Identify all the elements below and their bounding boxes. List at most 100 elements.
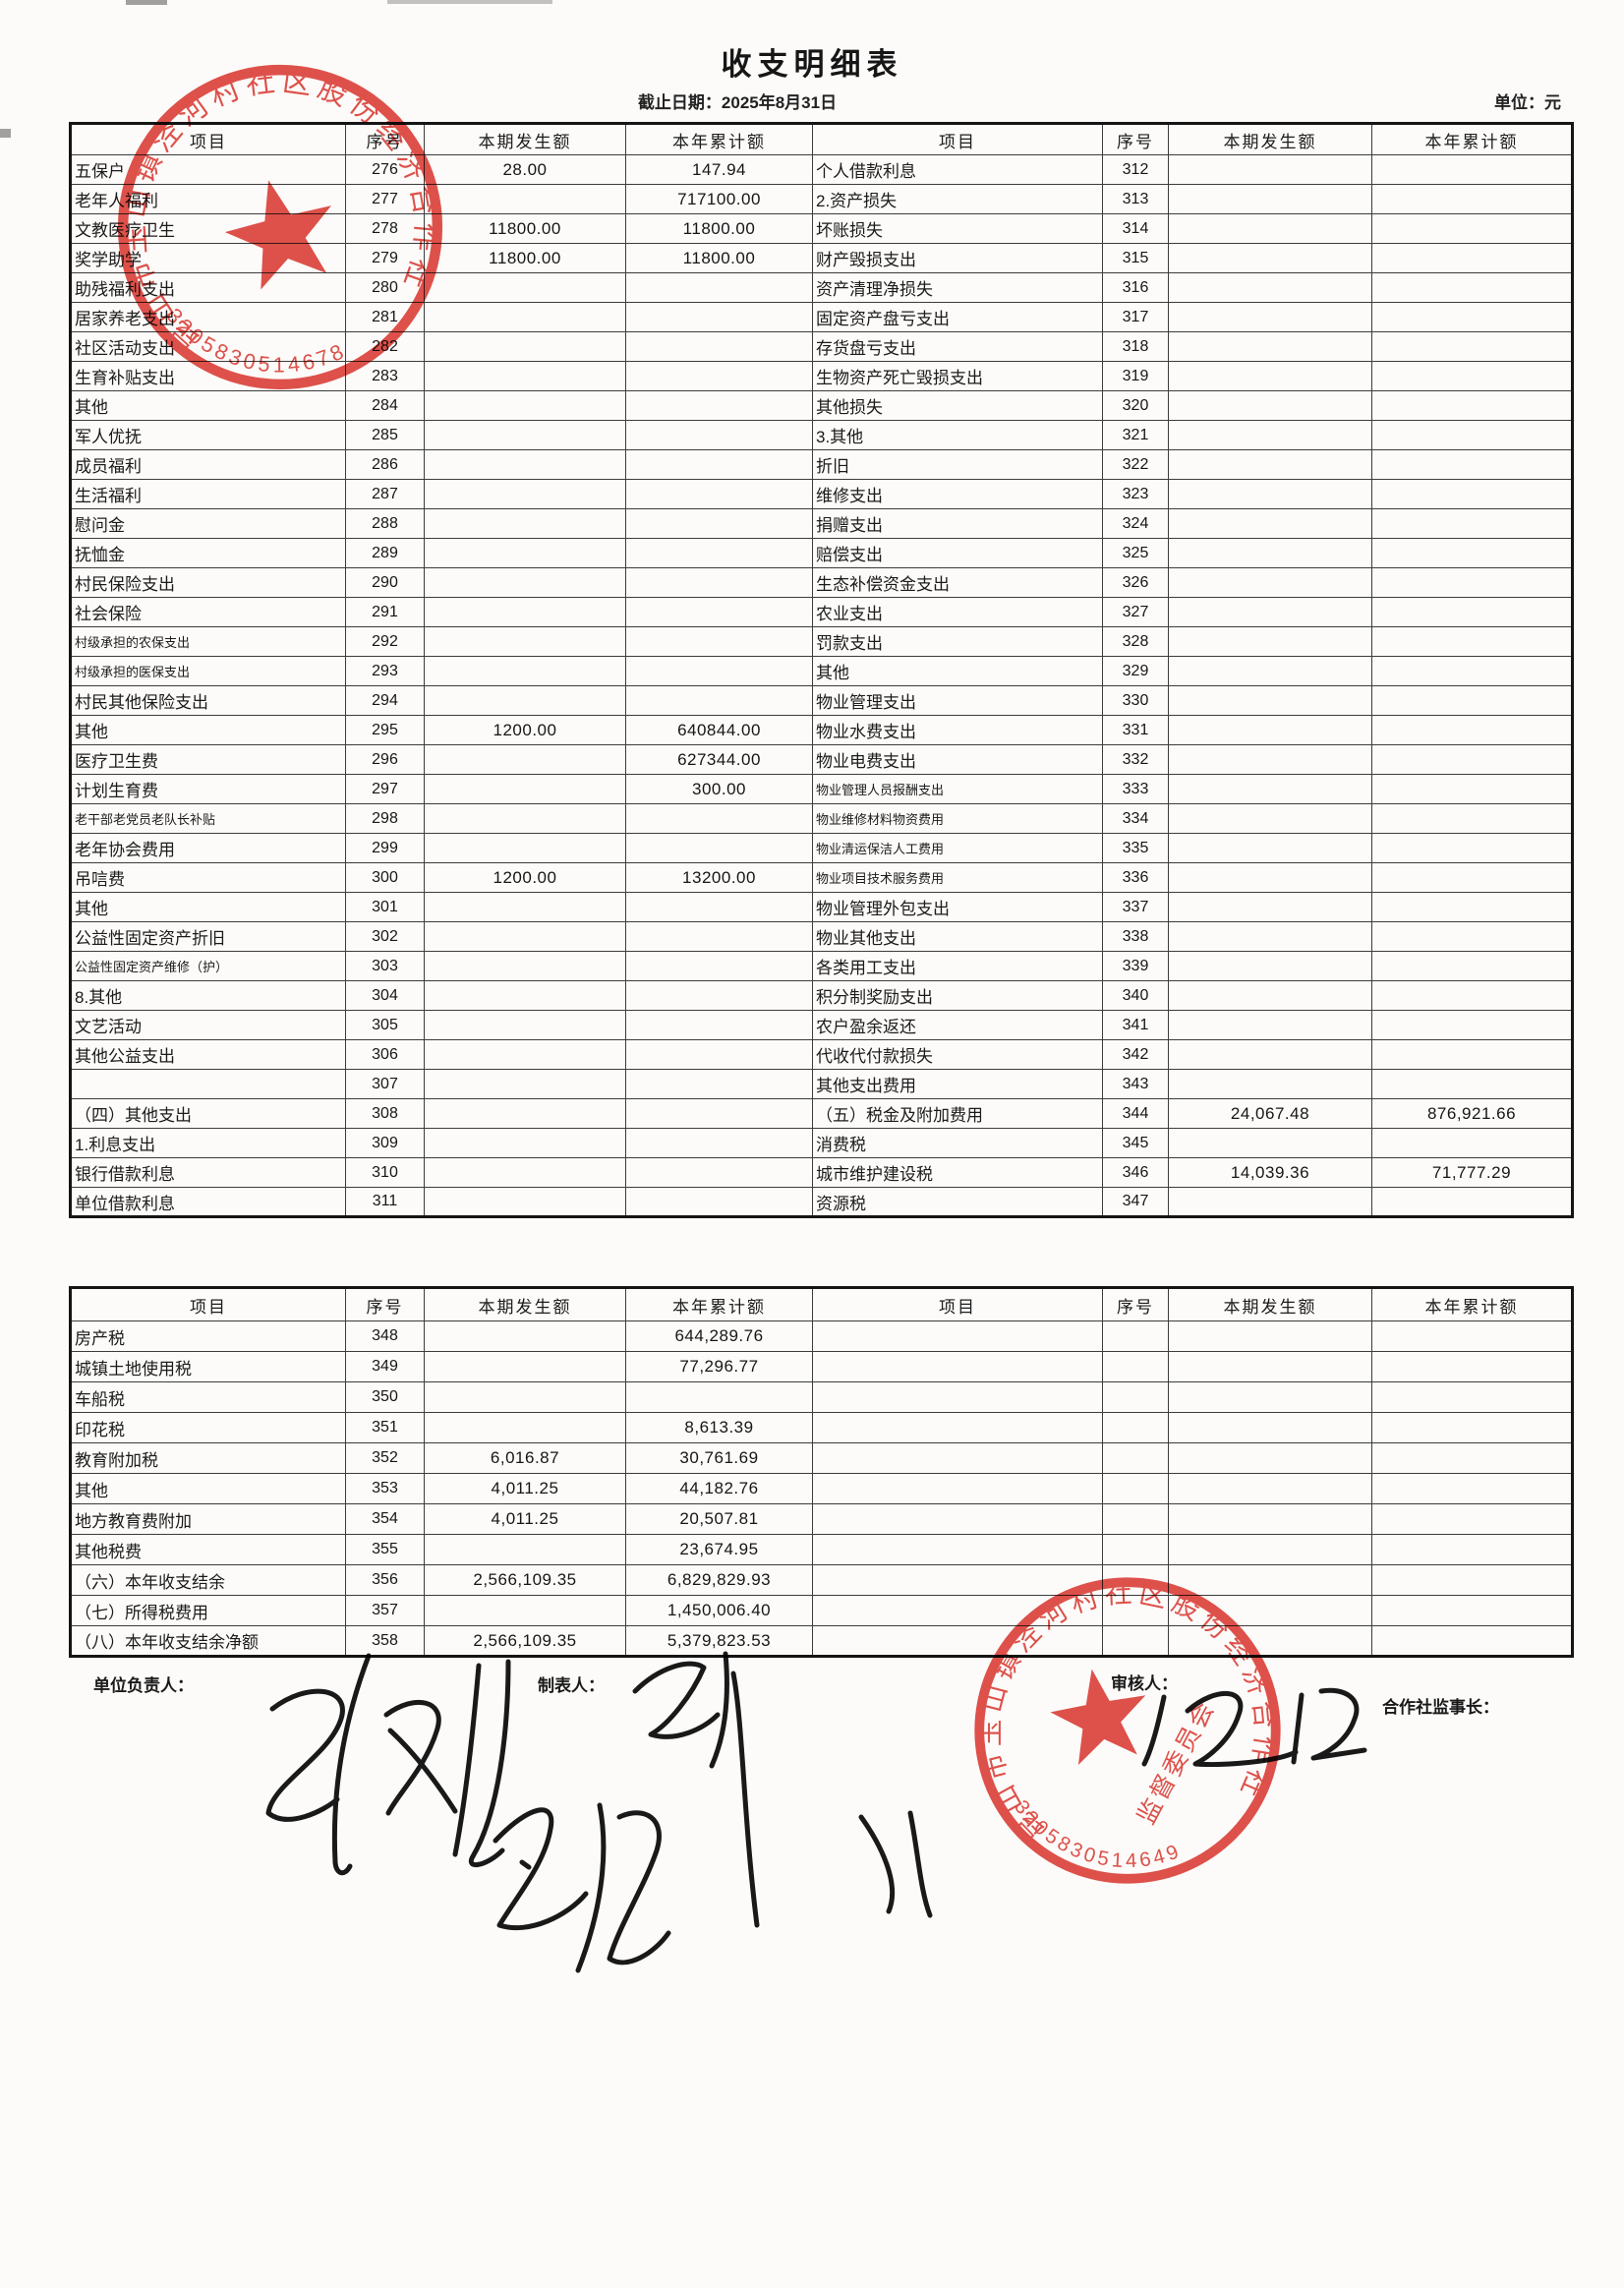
- current-amount-cell: [1168, 184, 1372, 214]
- table-row: 银行借款利息 310 城市维护建设税 346 14,039.36 71,777.29: [70, 1157, 1573, 1188]
- column-header: 序号: [345, 1287, 425, 1321]
- table-row: 车船税 350: [70, 1381, 1573, 1413]
- item-cell: 物业项目技术服务费用: [812, 862, 1103, 893]
- table-row: 印花税 351 8,613.39: [70, 1412, 1573, 1443]
- item-cell: 助残福利支出: [70, 272, 346, 303]
- ytd-amount-cell: [1371, 774, 1573, 804]
- ytd-amount-cell: [625, 626, 813, 657]
- item-cell: 消费税: [812, 1128, 1103, 1158]
- item-cell: 慰问金: [70, 508, 346, 539]
- serial-cell: 314: [1102, 213, 1169, 244]
- serial-cell: 350: [345, 1381, 425, 1413]
- column-header: 本年累计额: [625, 1287, 813, 1321]
- table-row: 文艺活动 305 农户盈余返还 341: [70, 1010, 1573, 1040]
- serial-cell: 306: [345, 1039, 425, 1070]
- ytd-amount-cell: [625, 1039, 813, 1070]
- serial-cell: 343: [1102, 1069, 1169, 1099]
- current-amount-cell: [424, 1187, 626, 1217]
- ytd-amount-cell: [1371, 1187, 1573, 1217]
- current-amount-cell: [424, 331, 626, 362]
- column-header: 本期发生额: [1168, 123, 1372, 155]
- item-cell: 维修支出: [812, 479, 1103, 509]
- item-cell: 赔偿支出: [812, 538, 1103, 568]
- table-row: 助残福利支出 280 资产清理净损失 316: [70, 272, 1573, 303]
- current-amount-cell: [424, 1381, 626, 1413]
- ytd-amount-cell: 5,379,823.53: [625, 1625, 813, 1657]
- current-amount-cell: [424, 1010, 626, 1040]
- ytd-amount-cell: [1371, 302, 1573, 332]
- cutoff-date-label: 截止日期：2025年8月31日: [637, 93, 838, 112]
- item-cell: 老年协会费用: [70, 833, 346, 863]
- current-amount-cell: [424, 1069, 626, 1099]
- item-cell: 其他税费: [70, 1534, 346, 1565]
- ytd-amount-cell: [1371, 1534, 1573, 1565]
- table-row: （八）本年收支结余净额 358 2,566,109.35 5,379,823.53: [70, 1625, 1573, 1657]
- signature-stroke: [858, 1810, 933, 1918]
- current-amount-cell: [1168, 833, 1372, 863]
- serial-cell: [1102, 1503, 1169, 1535]
- current-amount-cell: [424, 980, 626, 1011]
- serial-cell: 331: [1102, 715, 1169, 745]
- current-amount-cell: [1168, 1351, 1372, 1382]
- ytd-amount-cell: [1371, 508, 1573, 539]
- serial-cell: 339: [1102, 951, 1169, 981]
- item-cell: 银行借款利息: [70, 1157, 346, 1188]
- ytd-amount-cell: [1371, 390, 1573, 421]
- item-cell: 城镇土地使用税: [70, 1351, 346, 1382]
- ytd-amount-cell: [625, 656, 813, 686]
- table-row: 慰问金 288 捐赠支出 324: [70, 508, 1573, 539]
- ytd-amount-cell: 644,289.76: [625, 1320, 813, 1352]
- item-cell: 其他: [70, 715, 346, 745]
- table-row: 公益性固定资产维修（护） 303 各类用工支出 339: [70, 951, 1573, 981]
- serial-cell: 277: [345, 184, 425, 214]
- current-amount-cell: [424, 1128, 626, 1158]
- table-row: （七）所得税费用 357 1,450,006.40: [70, 1595, 1573, 1626]
- item-cell: 其他: [70, 892, 346, 922]
- ytd-amount-cell: [1371, 892, 1573, 922]
- current-amount-cell: [1168, 302, 1372, 332]
- ytd-amount-cell: [625, 803, 813, 834]
- item-cell: 物业管理外包支出: [812, 892, 1103, 922]
- item-cell: 五保户: [70, 154, 346, 185]
- serial-cell: 320: [1102, 390, 1169, 421]
- ytd-amount-cell: [1371, 331, 1573, 362]
- ytd-amount-cell: 11800.00: [625, 213, 813, 244]
- current-amount-cell: 14,039.36: [1168, 1157, 1372, 1188]
- table-row: 村级承担的农保支出 292 罚款支出 328: [70, 626, 1573, 657]
- item-cell: 2.资产损失: [812, 184, 1103, 214]
- item-cell: 计划生育费: [70, 774, 346, 804]
- current-amount-cell: [424, 1534, 626, 1565]
- ytd-amount-cell: [1371, 1564, 1573, 1596]
- current-amount-cell: [1168, 1128, 1372, 1158]
- current-amount-cell: [424, 833, 626, 863]
- current-amount-cell: [424, 390, 626, 421]
- current-amount-cell: 2,566,109.35: [424, 1564, 626, 1596]
- column-header: 项目: [812, 123, 1103, 155]
- ytd-amount-cell: [1371, 567, 1573, 598]
- current-amount-cell: [1168, 1503, 1372, 1535]
- item-cell: [812, 1442, 1103, 1474]
- official-stamp-bottom: 昆山市玉山镇泾河村社区股份经济合作社 3205830514649 监督委员会: [965, 1568, 1290, 1893]
- ytd-amount-cell: 1,450,006.40: [625, 1595, 813, 1626]
- current-amount-cell: 1200.00: [424, 715, 626, 745]
- ytd-amount-cell: [1371, 449, 1573, 480]
- serial-cell: 357: [345, 1595, 425, 1626]
- ytd-amount-cell: [625, 597, 813, 627]
- current-amount-cell: [1168, 154, 1372, 185]
- ytd-amount-cell: [625, 1381, 813, 1413]
- current-amount-cell: [1168, 980, 1372, 1011]
- serial-cell: [1102, 1534, 1169, 1565]
- ytd-amount-cell: [625, 1098, 813, 1129]
- ytd-amount-cell: [625, 272, 813, 303]
- serial-cell: 333: [1102, 774, 1169, 804]
- item-cell: 财产毁损支出: [812, 243, 1103, 273]
- serial-cell: 341: [1102, 1010, 1169, 1040]
- current-amount-cell: 4,011.25: [424, 1503, 626, 1535]
- item-cell: 其他: [812, 656, 1103, 686]
- table-row: 公益性固定资产折旧 302 物业其他支出 338: [70, 921, 1573, 952]
- current-amount-cell: [424, 803, 626, 834]
- serial-cell: 298: [345, 803, 425, 834]
- item-cell: 罚款支出: [812, 626, 1103, 657]
- serial-cell: 291: [345, 597, 425, 627]
- table-row: 其他 284 其他损失 320: [70, 390, 1573, 421]
